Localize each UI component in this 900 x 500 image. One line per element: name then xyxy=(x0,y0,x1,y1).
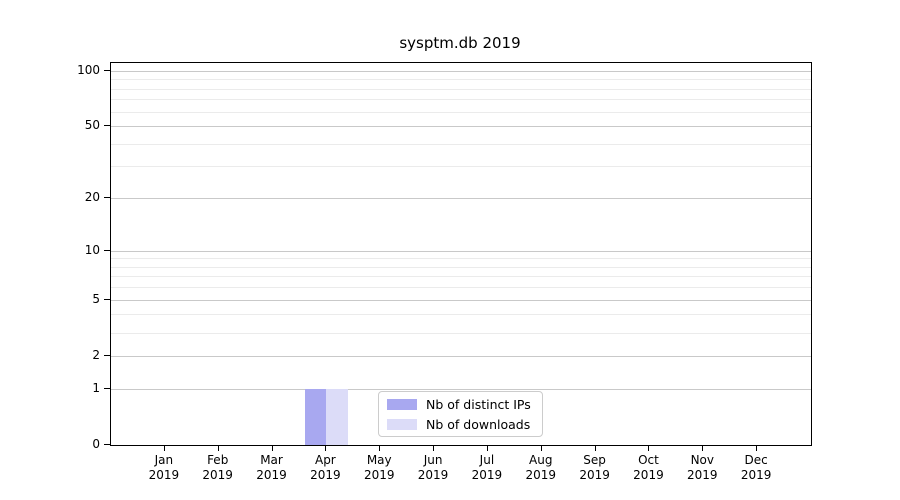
y-minor-gridline xyxy=(111,143,811,145)
y-tick-mark xyxy=(104,298,110,300)
x-tick-mark xyxy=(756,445,758,451)
x-tick-mark xyxy=(163,445,165,451)
legend-item: Nb of distinct IPs xyxy=(387,397,534,412)
y-major-gridline xyxy=(111,126,811,128)
x-tick-mark xyxy=(433,445,435,451)
x-tick-mark xyxy=(486,445,488,451)
y-minor-gridline xyxy=(111,266,811,268)
x-tick-label: Aug 2019 xyxy=(525,453,557,482)
y-tick-mark xyxy=(104,249,110,251)
y-minor-gridline xyxy=(111,111,811,113)
y-major-gridline xyxy=(111,70,811,72)
x-tick-label: Feb 2019 xyxy=(202,453,233,482)
x-tick-label: Dec 2019 xyxy=(740,453,772,482)
y-minor-gridline xyxy=(111,314,811,316)
y-major-gridline xyxy=(111,388,811,390)
y-tick-mark xyxy=(104,197,110,199)
y-minor-gridline xyxy=(111,258,811,260)
x-tick-mark xyxy=(325,445,327,451)
x-tick-label: Mar 2019 xyxy=(256,453,287,482)
x-tick-label: Jun 2019 xyxy=(417,453,449,482)
x-tick-mark xyxy=(702,445,704,451)
legend-swatch xyxy=(387,418,417,430)
y-tick-mark xyxy=(104,444,110,445)
y-minor-gridline xyxy=(111,79,811,81)
y-tick-label: 20 xyxy=(84,190,100,205)
y-minor-gridline xyxy=(111,166,811,168)
y-tick-label: 5 xyxy=(92,291,100,306)
y-tick-label: 50 xyxy=(84,118,100,133)
bar-nb-of-downloads xyxy=(326,388,349,445)
x-tick-label: May 2019 xyxy=(363,453,395,482)
x-tick-mark xyxy=(648,445,650,451)
x-tick-label: Oct 2019 xyxy=(633,453,664,482)
y-minor-gridline xyxy=(111,88,811,90)
legend-label: Nb of distinct IPs xyxy=(426,396,531,412)
y-tick-label: 10 xyxy=(84,242,100,257)
legend-item: Nb of downloads xyxy=(387,417,534,432)
y-major-gridline xyxy=(111,250,811,252)
y-minor-gridline xyxy=(111,276,811,278)
y-major-gridline xyxy=(111,355,811,357)
x-tick-label: Nov 2019 xyxy=(687,453,718,482)
x-tick-mark xyxy=(217,445,219,451)
y-tick-label: 2 xyxy=(92,347,100,362)
y-minor-gridline xyxy=(111,287,811,289)
y-tick-mark xyxy=(104,125,110,127)
legend-swatch xyxy=(387,398,417,410)
y-major-gridline xyxy=(111,299,811,301)
y-major-gridline xyxy=(111,198,811,200)
y-tick-label: 1 xyxy=(92,380,100,395)
x-tick-mark xyxy=(594,445,596,451)
x-tick-label: Sep 2019 xyxy=(579,453,610,482)
x-tick-label: Jul 2019 xyxy=(471,453,503,482)
y-tick-mark xyxy=(104,387,110,389)
y-minor-gridline xyxy=(111,99,811,101)
y-tick-label: 100 xyxy=(77,62,100,77)
x-tick-mark xyxy=(379,445,381,451)
y-tick-label: 0 xyxy=(92,437,100,451)
y-tick-mark xyxy=(104,354,110,356)
x-tick-mark xyxy=(271,445,273,451)
x-tick-label: Apr 2019 xyxy=(310,453,341,482)
legend-label: Nb of downloads xyxy=(426,416,531,432)
x-tick-label: Jan 2019 xyxy=(148,453,180,482)
chart-title: sysptm.db 2019 xyxy=(399,34,521,52)
legend: Nb of distinct IPs Nb of downloads xyxy=(378,391,543,437)
bar-nb-of-distinct-ips xyxy=(304,388,327,445)
x-tick-mark xyxy=(540,445,542,451)
y-minor-gridline xyxy=(111,332,811,334)
plot-area xyxy=(110,62,812,446)
y-tick-mark xyxy=(104,69,110,71)
